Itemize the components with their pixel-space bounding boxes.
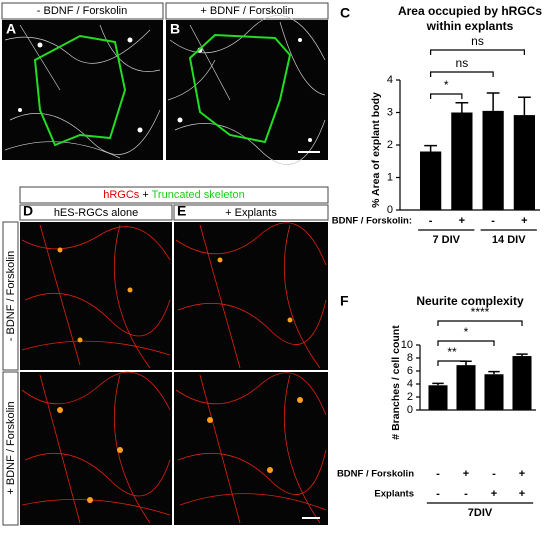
significance-bracket <box>437 360 467 366</box>
panel-label: hES-RGCs alone <box>54 207 138 219</box>
error-bar <box>488 370 500 375</box>
y-tick-label: 2 <box>407 391 413 403</box>
significance-label: ns <box>456 56 469 70</box>
significance-label: ns <box>471 34 484 48</box>
significance-bracket <box>437 320 523 326</box>
bar <box>484 374 504 410</box>
y-axis-label: # Branches / cell count <box>390 325 402 440</box>
panel-label: - BDNF / Forskolin <box>37 5 127 17</box>
bar <box>456 365 476 410</box>
neurites-red <box>21 222 327 524</box>
stain-red: hRGCs <box>103 189 140 201</box>
explant-outline <box>188 33 292 144</box>
micrograph <box>20 372 172 525</box>
row-header <box>2 221 19 371</box>
category-label: - <box>436 468 440 480</box>
significance-label: ** <box>447 345 457 359</box>
explant-outline <box>33 34 127 147</box>
group-label: 14 DIV <box>492 234 526 246</box>
y-tick-label: 4 <box>387 74 393 86</box>
stain-plus: + <box>142 189 148 201</box>
y-tick-label: 1 <box>387 171 393 183</box>
category-label: + <box>491 488 497 500</box>
y-tick-label: 0 <box>407 404 413 416</box>
error-bar <box>516 353 528 357</box>
error-bar <box>455 102 469 113</box>
row-label: - BDNF / Forskolin <box>5 251 17 341</box>
chart-title: Neurite complexity <box>416 294 524 308</box>
panel-letter: B <box>170 21 180 37</box>
panel-header <box>1 2 164 20</box>
category-label: - <box>492 468 496 480</box>
panel-letter: C <box>340 5 350 21</box>
bar <box>428 385 448 410</box>
significance-bracket <box>430 49 525 55</box>
error-bar <box>424 144 437 152</box>
panel-header <box>165 2 329 20</box>
stain-legend-box <box>19 186 329 204</box>
stain-green: Truncated skeleton <box>152 189 245 201</box>
micrograph <box>166 20 328 160</box>
bar <box>513 115 535 210</box>
panel-letter: D <box>23 203 33 219</box>
category-label: + <box>519 468 525 480</box>
category-label: - <box>464 488 468 500</box>
significance-label: **** <box>471 305 490 319</box>
y-axis-label: % Area of explant body <box>370 92 382 208</box>
row-header <box>2 371 19 526</box>
chart-title: Area occupied by hRGCs <box>398 4 542 18</box>
cell-bodies <box>57 247 303 503</box>
row-label: Explants <box>374 489 414 500</box>
category-label: + <box>463 468 469 480</box>
significance-bracket <box>437 340 495 346</box>
cell-bodies <box>18 37 312 142</box>
error-bar <box>486 92 500 111</box>
error-bar <box>432 382 444 386</box>
significance-label: * <box>464 325 469 339</box>
micrograph <box>174 372 328 525</box>
row-label: + BDNF / Forskolin <box>5 401 17 494</box>
y-tick-label: 8 <box>407 352 413 364</box>
panel-letter: A <box>6 21 16 37</box>
bar <box>420 151 442 210</box>
y-tick-label: 2 <box>387 139 393 151</box>
row-label: BDNF / Forskolin <box>337 469 414 480</box>
row-label: BDNF / Forskolin: <box>332 216 412 227</box>
y-tick-label: 0 <box>387 204 393 216</box>
chart-title: within explants <box>426 19 514 33</box>
category-label: - <box>491 215 495 227</box>
category-label: - <box>429 215 433 227</box>
micrograph <box>174 222 328 370</box>
bar <box>451 112 473 210</box>
significance-label: * <box>444 78 449 92</box>
group-label: 7 DIV <box>432 234 460 246</box>
error-bar <box>518 96 531 116</box>
panel-letter: E <box>177 203 186 219</box>
panel-header <box>19 204 173 221</box>
panel-label: + BDNF / Forskolin <box>200 5 293 17</box>
micrograph <box>20 222 172 370</box>
bar <box>482 110 504 210</box>
y-tick-label: 6 <box>407 365 413 377</box>
group-label: 7DIV <box>468 507 493 519</box>
micrograph <box>2 20 163 160</box>
y-tick-label: 10 <box>401 339 413 351</box>
bar <box>512 356 532 410</box>
significance-bracket <box>430 71 494 77</box>
category-label: + <box>459 215 465 227</box>
panel-label: + Explants <box>225 207 277 219</box>
category-label: + <box>521 215 527 227</box>
neurites <box>4 15 326 165</box>
panel-letter: F <box>340 293 349 309</box>
stain-legend: hRGCs + Truncated skeleton <box>103 189 245 201</box>
category-label: - <box>436 488 440 500</box>
y-tick-label: 3 <box>387 106 393 118</box>
significance-bracket <box>430 93 463 99</box>
category-label: + <box>519 488 525 500</box>
y-tick-label: 4 <box>407 378 413 390</box>
panel-header <box>173 204 329 221</box>
